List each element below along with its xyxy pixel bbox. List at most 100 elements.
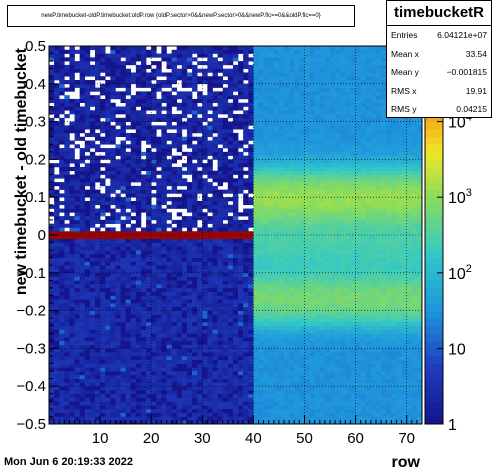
heatmap-cell (263, 148, 270, 153)
heatmap-cell (207, 53, 213, 58)
heatmap-cell (202, 348, 208, 353)
heatmap-cell (49, 204, 55, 209)
heatmap-cell (166, 189, 172, 194)
heatmap-cell (294, 318, 300, 323)
heatmap-cell (299, 110, 305, 115)
heatmap-cell (212, 189, 218, 194)
heatmap-cell (125, 363, 132, 368)
heatmap-cell (125, 393, 132, 398)
heatmap-cell (222, 204, 229, 209)
heatmap-cell (268, 386, 275, 391)
heatmap-cell (268, 151, 275, 156)
heatmap-cell (186, 204, 193, 209)
heatmap-cell (69, 159, 75, 164)
heatmap-cell (94, 261, 101, 266)
heatmap-cell (309, 412, 315, 417)
heatmap-cell (156, 114, 162, 119)
heatmap-cell (258, 72, 264, 77)
heatmap-cell (59, 132, 65, 138)
heatmap-cell (89, 340, 96, 345)
heatmap-cell (186, 219, 193, 224)
heatmap-cell (54, 49, 60, 54)
heatmap-cell (74, 397, 80, 402)
heatmap-cell (84, 359, 91, 364)
heatmap-cell (314, 83, 321, 88)
heatmap-cell (207, 49, 213, 54)
heatmap-cell (319, 374, 326, 379)
heatmap-cell (161, 250, 167, 255)
heatmap-cell (84, 208, 91, 213)
heatmap-cell (49, 53, 55, 58)
heatmap-cell (217, 287, 224, 292)
heatmap-cell (222, 389, 229, 395)
heatmap-cell (135, 68, 142, 73)
heatmap-cell (74, 185, 80, 190)
heatmap-cell (125, 299, 132, 304)
heatmap-cell (263, 72, 270, 77)
heatmap-cell (212, 76, 218, 81)
heatmap-cell (314, 166, 321, 172)
heatmap-cell (278, 72, 285, 77)
heatmap-cell (192, 46, 198, 51)
heatmap-cell (140, 246, 147, 251)
heatmap-cell (289, 121, 295, 126)
heatmap-cell (64, 291, 70, 296)
heatmap-cell (319, 363, 326, 368)
heatmap-cell (273, 132, 280, 138)
heatmap-cell (105, 389, 111, 395)
heatmap-cell (176, 219, 183, 224)
heatmap-cell (64, 212, 70, 217)
heatmap-cell (289, 291, 295, 296)
heatmap-cell (135, 132, 142, 138)
heatmap-cell (110, 359, 116, 364)
heatmap-cell (59, 64, 65, 69)
heatmap-cell (49, 303, 55, 308)
heatmap-cell (151, 68, 157, 73)
heatmap-cell (217, 80, 224, 85)
heatmap-cell (197, 208, 203, 213)
heatmap-cell (69, 318, 75, 323)
heatmap-cell (273, 359, 280, 364)
heatmap-cell (309, 340, 315, 345)
heatmap-cell (146, 151, 152, 156)
heatmap-cell (197, 299, 203, 304)
heatmap-cell (64, 144, 70, 149)
heatmap-cell (64, 151, 70, 156)
heatmap-cell (222, 371, 229, 376)
heatmap-cell (217, 163, 224, 168)
heatmap-cell (100, 382, 106, 387)
heatmap-cell (232, 367, 239, 372)
heatmap-cell (181, 163, 188, 168)
heatmap-cell (140, 276, 147, 281)
heatmap-cell (273, 231, 280, 236)
heatmap-cell (110, 163, 116, 168)
heatmap-cell (181, 57, 188, 62)
heatmap-cell (227, 223, 234, 228)
heatmap-cell (232, 405, 239, 410)
heatmap-cell (125, 382, 132, 387)
heatmap-cell (217, 136, 224, 141)
heatmap-cell (74, 367, 80, 372)
heatmap-cell (238, 114, 244, 119)
heatmap-cell (135, 314, 142, 319)
heatmap-cell (273, 306, 280, 311)
heatmap-cell (284, 284, 290, 289)
heatmap-cell (299, 170, 305, 175)
heatmap-cell (89, 140, 96, 145)
heatmap-cell (202, 117, 208, 122)
heatmap-cell (120, 46, 126, 51)
heatmap-cell (84, 280, 91, 285)
heatmap-cell (161, 257, 167, 262)
heatmap-cell (212, 49, 218, 54)
heatmap-cell (319, 397, 326, 402)
heatmap-cell (202, 408, 208, 413)
heatmap-cell (243, 46, 249, 51)
heatmap-cell (253, 212, 259, 217)
heatmap-cell (314, 401, 321, 406)
heatmap-cell (115, 382, 121, 387)
heatmap-cell (212, 276, 218, 281)
heatmap-cell (166, 250, 172, 255)
heatmap-cell (79, 204, 86, 209)
heatmap-cell (273, 53, 280, 58)
heatmap-cell (278, 151, 285, 156)
